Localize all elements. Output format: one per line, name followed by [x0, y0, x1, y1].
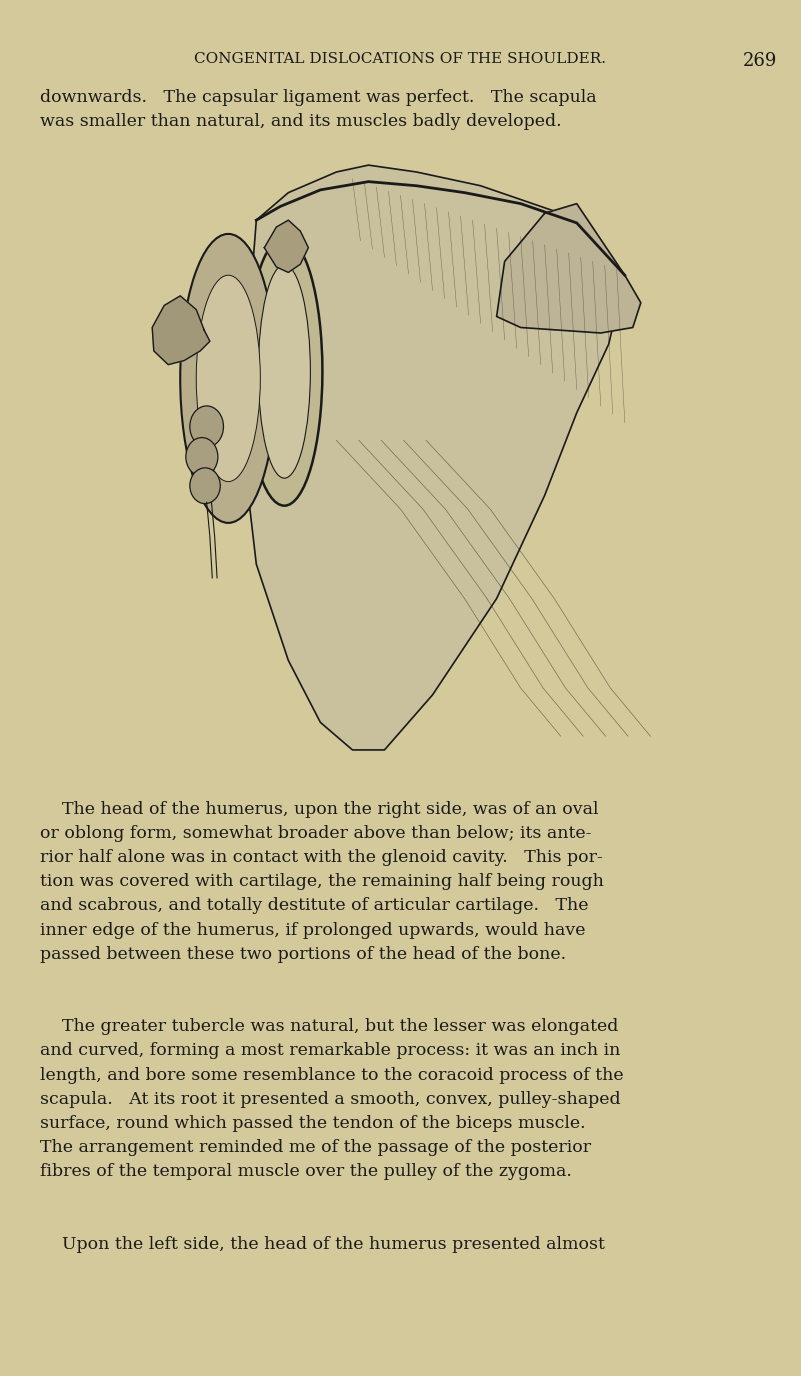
Text: The head of the humerus, upon the right side, was of an oval
or oblong form, som: The head of the humerus, upon the right …: [40, 801, 604, 963]
Ellipse shape: [180, 234, 276, 523]
Polygon shape: [240, 165, 625, 750]
Polygon shape: [497, 204, 641, 333]
Polygon shape: [264, 220, 308, 272]
Text: Upon the left side, the head of the humerus presented almost: Upon the left side, the head of the hume…: [40, 1236, 605, 1252]
Text: CONGENITAL DISLOCATIONS OF THE SHOULDER.: CONGENITAL DISLOCATIONS OF THE SHOULDER.: [195, 52, 606, 66]
Polygon shape: [152, 296, 210, 365]
Ellipse shape: [190, 406, 223, 447]
Ellipse shape: [258, 266, 311, 479]
Text: The greater tubercle was natural, but the lesser was elongated
and curved, formi: The greater tubercle was natural, but th…: [40, 1018, 624, 1181]
Ellipse shape: [190, 468, 220, 504]
Ellipse shape: [246, 238, 322, 506]
Ellipse shape: [186, 438, 218, 476]
Text: 269: 269: [743, 52, 777, 70]
Text: downwards.   The capsular ligament was perfect.   The scapula
was smaller than n: downwards. The capsular ligament was per…: [40, 89, 597, 129]
Ellipse shape: [196, 275, 260, 482]
